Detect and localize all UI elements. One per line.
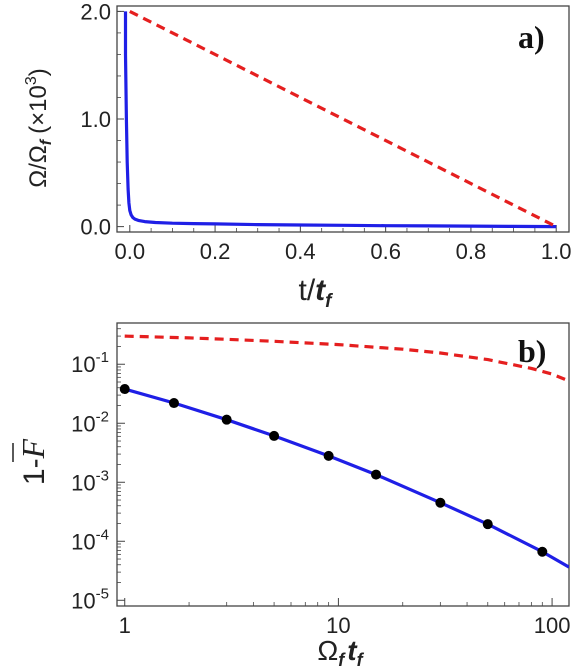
series-line-1 [124,387,569,569]
panel-b-label: b) [518,333,546,369]
y-tick-label: 10-4 [71,526,109,554]
data-point [482,519,493,530]
panel-b: 1 10 100 10-5 10-4 10-3 10-2 10-1 b) Ωf tf 1-F [12,322,571,670]
panel-a-plot-area [123,9,557,229]
x-tick-label: 0.4 [285,239,316,264]
x-tick-label: 1.0 [541,239,572,264]
y-tick-label: 0.0 [80,215,111,240]
data-point [168,398,179,409]
data-point [269,430,280,441]
y-tick-label: 2.0 [80,0,111,24]
data-point [323,450,334,461]
panel-b-frame [116,322,570,607]
data-point [435,497,446,508]
panel-b-series [119,334,569,569]
y-tick-label: 10-5 [71,585,109,613]
panel-b-y-axis-label: 1-F [15,438,51,485]
data-point [119,384,130,395]
panel-a-x-axis-label: t/tf [299,274,334,312]
y-tick-label: 10-3 [71,467,109,495]
series-line-0 [123,11,557,229]
panel-b-plot-area [119,334,569,569]
x-tick-label: 0.6 [370,239,401,264]
panel-b-ticks: 1 10 100 10-5 10-4 10-3 10-2 10-1 [71,322,571,638]
panel-a-label: a) [518,19,545,55]
panel-a-y-axis-label: Ω/Ωf(×103) [23,68,55,188]
x-tick-label: 0.0 [114,239,145,264]
x-tick-label: 10 [326,613,350,638]
series-line-1 [129,9,557,229]
data-point [371,469,382,480]
x-tick-label: 1 [119,613,131,638]
y-tick-label: 10-2 [71,408,109,436]
x-tick-label: 0.8 [456,239,487,264]
data-point [221,414,232,425]
x-tick-label: 100 [534,613,571,638]
panel-a-ticks: 0.0 0.2 0.4 0.6 0.8 1.0 0.0 1.0 2.0 [80,0,571,264]
panel-b-x-axis-label: Ωf tf [317,635,364,670]
y-tick-label: 1.0 [80,107,111,132]
x-tick-label: 0.2 [200,239,231,264]
y-tick-label: 10-1 [71,349,109,377]
panel-a: 0.0 0.2 0.4 0.6 0.8 1.0 0.0 1.0 2.0 a) t/tf Ω/Ωf… [23,0,572,312]
series-line-0 [124,334,569,383]
data-point [537,546,548,557]
